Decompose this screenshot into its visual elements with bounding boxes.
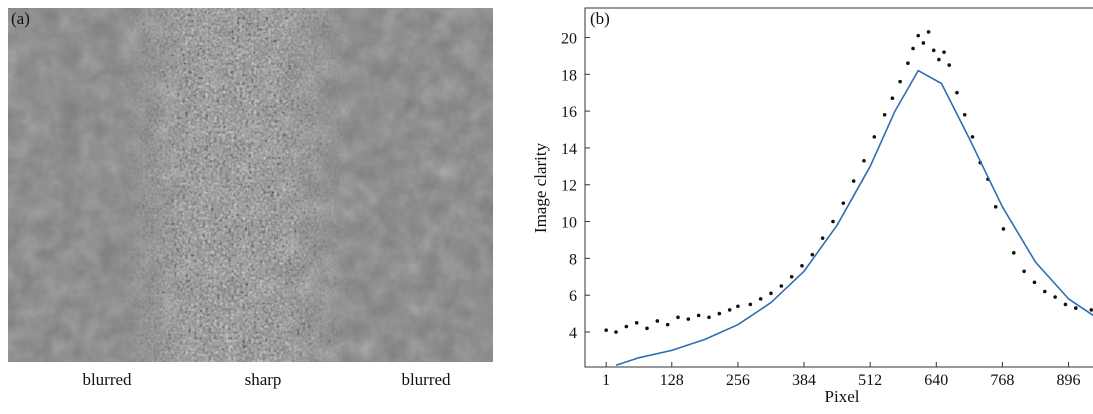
- data-point: [916, 33, 921, 38]
- data-point: [862, 159, 866, 163]
- y-tick-label: 18: [561, 67, 577, 84]
- data-point: [841, 201, 846, 205]
- data-point: [748, 302, 753, 307]
- y-tick-label: 14: [561, 141, 577, 158]
- data-point: [1032, 280, 1037, 285]
- caption: blurred: [82, 370, 132, 389]
- data-point: [645, 326, 649, 331]
- caption: sharp: [245, 370, 282, 389]
- data-point: [931, 48, 936, 53]
- data-point: [810, 252, 815, 257]
- data-point: [882, 112, 887, 117]
- micrograph: [8, 8, 493, 362]
- data-point: [926, 30, 931, 34]
- data-point: [1001, 227, 1006, 231]
- data-point: [947, 63, 952, 67]
- data-point: [736, 304, 740, 309]
- data-point: [655, 319, 660, 323]
- caption: blurred: [401, 370, 451, 389]
- data-point: [665, 322, 670, 327]
- data-point: [942, 50, 946, 54]
- data-point: [758, 297, 763, 301]
- data-point: [906, 61, 910, 66]
- data-point: [831, 219, 835, 224]
- y-tick-label: 8: [569, 251, 577, 268]
- panel-label: (a): [11, 9, 30, 28]
- data-point: [634, 321, 639, 325]
- data-point: [937, 57, 941, 62]
- panel-label: (b): [590, 9, 610, 28]
- data-point: [1073, 306, 1078, 310]
- data-point: [696, 313, 701, 318]
- x-tick-label: 384: [792, 372, 816, 389]
- x-axis-label: Pixel: [825, 387, 860, 406]
- data-point: [1053, 295, 1057, 299]
- y-tick-label: 4: [569, 325, 577, 342]
- x-tick-label: 256: [726, 372, 750, 389]
- data-point: [820, 236, 825, 240]
- data-point: [993, 205, 998, 209]
- x-tick-label: 896: [1057, 372, 1081, 389]
- data-point: [789, 274, 794, 279]
- data-point: [614, 330, 618, 334]
- x-tick-label: 768: [990, 372, 1014, 389]
- data-point: [717, 311, 722, 316]
- x-tick-label: 128: [660, 372, 684, 389]
- data-point: [890, 96, 895, 101]
- y-tick-label: 20: [561, 30, 577, 47]
- data-point: [921, 41, 926, 45]
- data-point: [898, 79, 902, 84]
- fit-curve: [615, 69, 1093, 366]
- plot-frame: [584, 7, 1093, 368]
- y-tick-label: 6: [569, 288, 577, 305]
- data-point: [1011, 251, 1016, 255]
- data-point: [727, 308, 732, 312]
- data-point: [604, 328, 608, 332]
- data-point: [1042, 289, 1047, 294]
- x-tick-label: 640: [924, 372, 948, 389]
- y-axis-label: Image clarity: [531, 142, 550, 233]
- data-point: [686, 317, 691, 321]
- data-point: [970, 135, 975, 139]
- data-point: [800, 263, 804, 268]
- x-tick-label: 1: [602, 372, 610, 389]
- data-point: [779, 284, 784, 288]
- data-point: [911, 46, 915, 51]
- y-tick-label: 16: [561, 104, 577, 121]
- y-tick-label: 10: [561, 215, 577, 232]
- data-point: [962, 112, 967, 117]
- data-point: [1022, 269, 1026, 274]
- data-point: [707, 315, 711, 320]
- data-point: [769, 291, 773, 296]
- data-point: [851, 179, 856, 183]
- data-point: [1089, 308, 1093, 312]
- x-tick-label: 512: [858, 372, 882, 389]
- data-point: [872, 135, 877, 139]
- data-point: [676, 315, 680, 320]
- data-point: [955, 90, 959, 95]
- data-point: [624, 324, 629, 329]
- y-tick-label: 12: [561, 178, 577, 195]
- data-point: [1063, 302, 1068, 307]
